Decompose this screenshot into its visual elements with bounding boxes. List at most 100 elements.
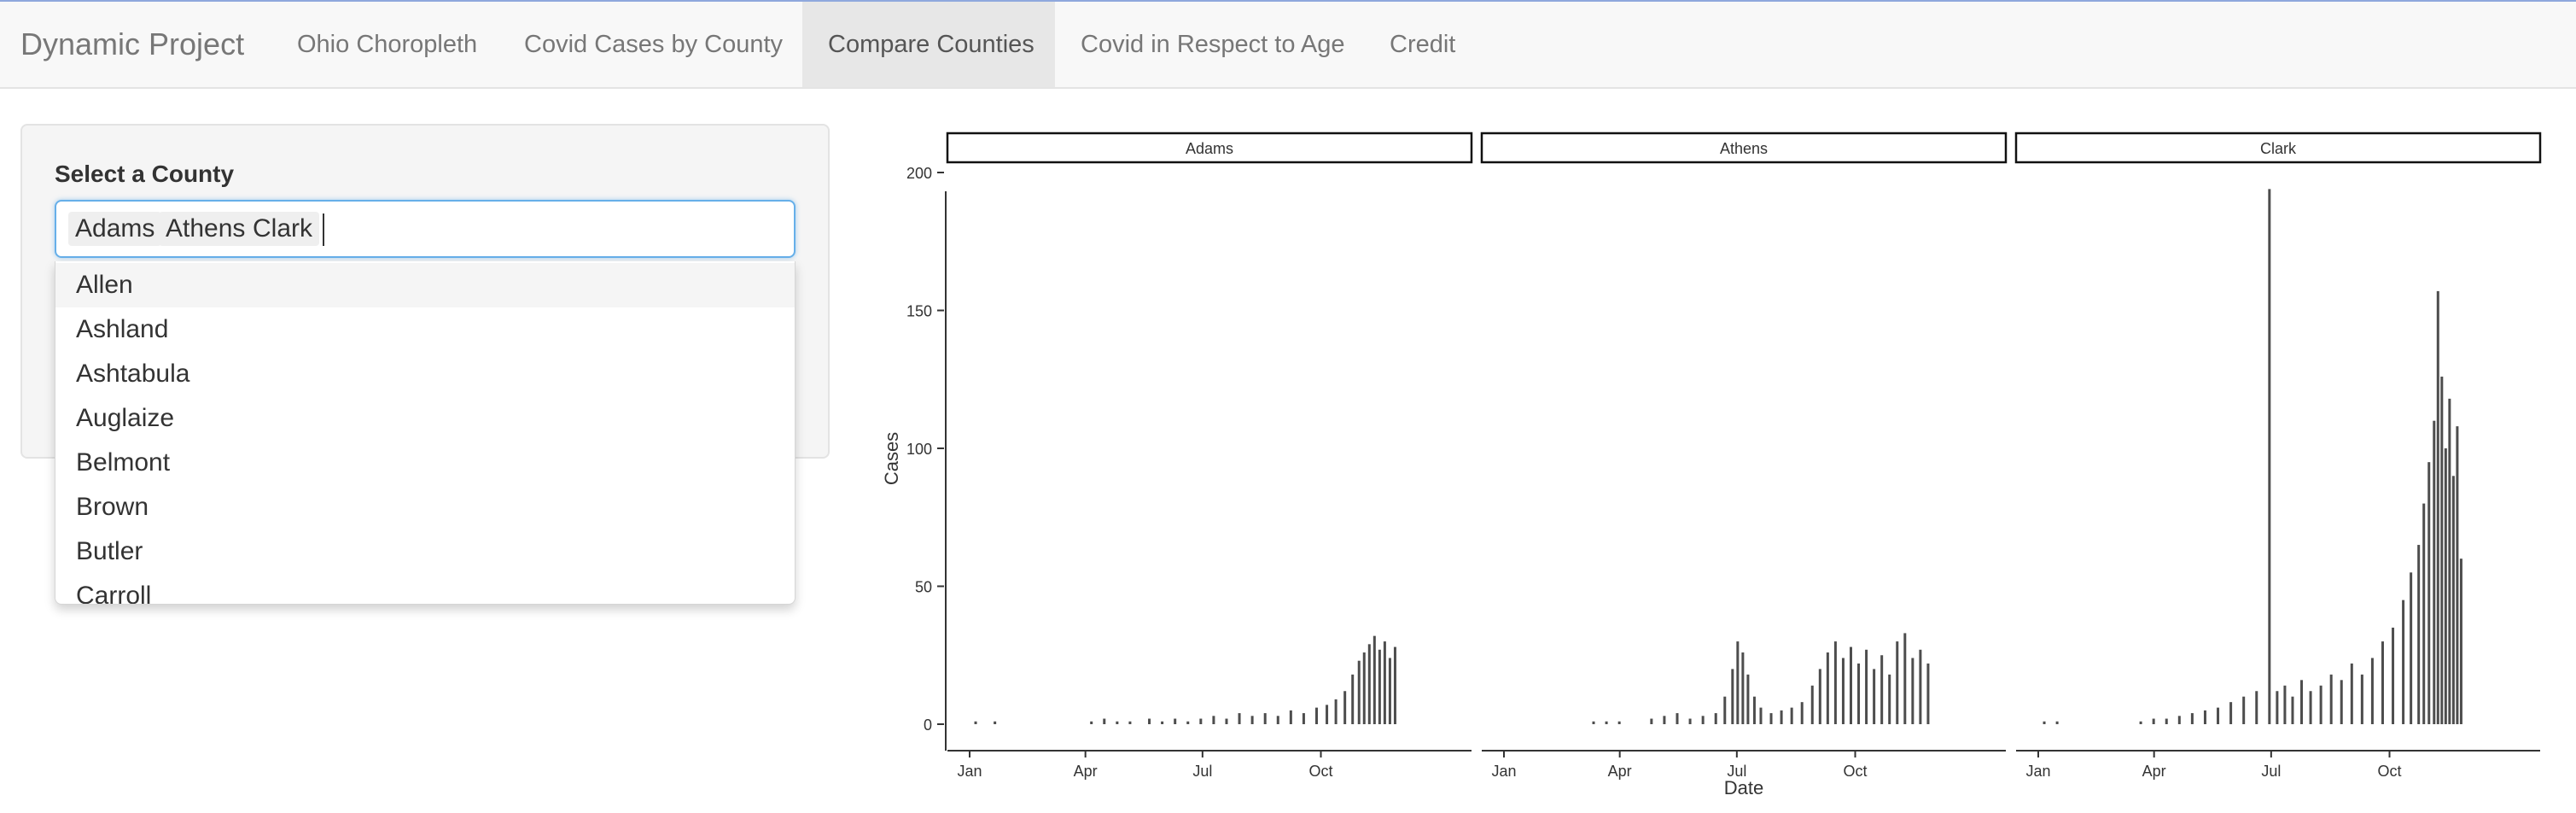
bar — [1741, 652, 1745, 724]
bar — [1731, 669, 1734, 724]
y-tick-label: 100 — [906, 441, 932, 458]
county-select-label: Select a County — [55, 161, 235, 187]
bar — [1888, 674, 1891, 724]
navbar: Dynamic Project Ohio Choropleth Covid Ca… — [0, 2, 2576, 89]
bar — [2433, 420, 2436, 724]
bar — [2340, 680, 2343, 724]
bar — [2370, 658, 2374, 724]
bar — [1116, 721, 1119, 724]
bar — [2436, 290, 2439, 724]
bar — [2402, 600, 2405, 724]
bar — [1212, 716, 1215, 724]
bar — [2165, 718, 2168, 724]
bar — [1723, 696, 1727, 724]
bar — [1605, 721, 1608, 724]
bar — [1800, 702, 1804, 724]
bar — [2283, 685, 2287, 724]
bar — [2422, 503, 2426, 724]
bar — [2229, 702, 2233, 724]
bar — [1849, 646, 1852, 724]
bar — [1367, 644, 1371, 724]
bar — [2350, 663, 2353, 724]
x-tick-label: Jan — [957, 763, 982, 780]
bar — [1225, 718, 1228, 724]
dropdown-option[interactable]: Brown — [76, 493, 149, 521]
bar — [974, 721, 977, 724]
x-tick-label: Jul — [2261, 763, 2281, 780]
bar — [2459, 559, 2462, 724]
bar — [2427, 462, 2431, 724]
bar — [1714, 713, 1717, 724]
bar — [1263, 713, 1267, 724]
bar — [1276, 716, 1279, 724]
dropdown-option[interactable]: Allen — [55, 263, 795, 307]
selected-county-chip[interactable]: Athens — [159, 212, 253, 246]
bar — [2152, 718, 2155, 724]
bar — [1752, 696, 1756, 724]
tab-compare-counties[interactable]: Compare Counties — [802, 2, 1055, 87]
x-tick-label: Apr — [1608, 763, 1632, 780]
bar — [2417, 545, 2421, 724]
bar — [1373, 635, 1376, 724]
bar — [1617, 721, 1621, 724]
bar — [2451, 476, 2455, 724]
bar — [2177, 716, 2181, 724]
county-select-input[interactable]: Adams Athens Clark — [55, 200, 796, 258]
bar — [1826, 652, 1829, 724]
bar — [2300, 680, 2304, 724]
bar — [994, 721, 997, 724]
bar — [1780, 710, 1783, 724]
bar — [2217, 707, 2220, 724]
bar — [1841, 658, 1845, 724]
bar — [1857, 663, 1861, 724]
dropdown-option[interactable]: Ashtabula — [76, 360, 190, 388]
bar — [2329, 674, 2333, 724]
x-axis-label: Date — [1724, 777, 1763, 798]
x-tick-label: Jan — [1491, 763, 1516, 780]
bar — [1186, 721, 1190, 724]
tab-covid-cases-by-county[interactable]: Covid Cases by County — [524, 31, 784, 58]
selected-county-chip[interactable]: Clark — [246, 212, 320, 246]
bar — [1357, 660, 1361, 724]
bar — [2268, 189, 2271, 724]
facet-strip — [1480, 132, 2008, 164]
bar — [2381, 641, 2384, 724]
bar — [1314, 707, 1318, 724]
bar — [1393, 646, 1396, 724]
facet-strip-label: Clark — [2260, 140, 2297, 157]
bar — [1174, 718, 1177, 724]
bar — [1926, 663, 1930, 724]
selected-county-chip[interactable]: Adams — [68, 212, 162, 246]
county-dropdown-menu: Allen Ashland Ashtabula Auglaize Belmont… — [55, 261, 796, 605]
bar — [2360, 674, 2363, 724]
bar — [2410, 572, 2413, 724]
x-tick-label: Oct — [2378, 763, 2402, 780]
facet-strip-label: Athens — [1720, 140, 1768, 157]
tab-covid-age[interactable]: Covid in Respect to Age — [1081, 31, 1345, 58]
facet-strip — [946, 132, 1473, 164]
dropdown-option[interactable]: Ashland — [76, 315, 169, 343]
bar — [2255, 691, 2258, 724]
brand-title[interactable]: Dynamic Project — [20, 26, 245, 61]
dropdown-option[interactable]: Belmont — [76, 448, 171, 477]
bar — [1388, 658, 1391, 724]
bar — [1148, 718, 1151, 724]
bar — [2190, 713, 2194, 724]
bar — [1199, 718, 1203, 724]
bar — [1880, 655, 1884, 724]
dropdown-option[interactable]: Carroll — [76, 582, 152, 605]
x-tick-label: Apr — [1074, 763, 1098, 780]
bar — [2055, 721, 2059, 724]
dropdown-option[interactable]: Auglaize — [76, 404, 175, 432]
bar — [1769, 713, 1773, 724]
tab-ohio-choropleth[interactable]: Ohio Choropleth — [297, 31, 478, 58]
bar — [1701, 716, 1705, 724]
facet-strip — [2014, 132, 2542, 164]
bar — [1383, 641, 1386, 724]
cases-faceted-bar-chart: Cases Date 0 50 100 150 200 Adams Jan Apr Jul Oct… — [881, 132, 2542, 798]
dropdown-option[interactable]: Butler — [76, 537, 143, 565]
tab-credit[interactable]: Credit — [1390, 31, 1456, 58]
bar — [1746, 674, 1750, 724]
bar — [1334, 699, 1338, 724]
bar — [1238, 713, 1241, 724]
